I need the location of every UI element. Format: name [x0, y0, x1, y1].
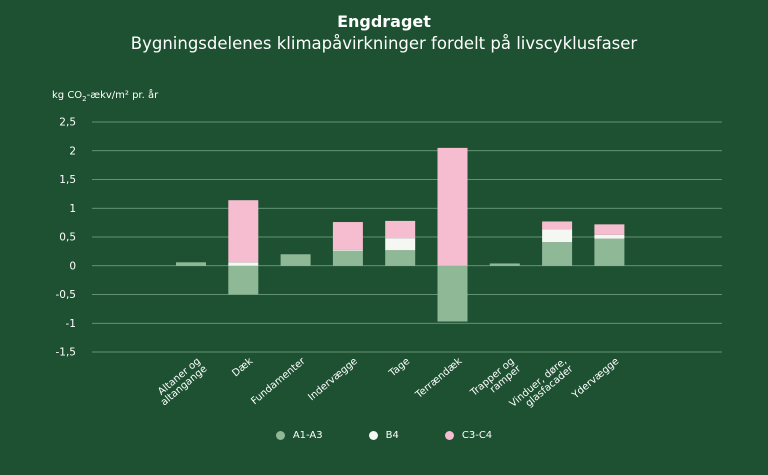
x-tick-label: Terrændæk	[413, 356, 464, 402]
x-tick-label-line: Terrændæk	[413, 356, 464, 402]
legend-swatch-c3-c4	[444, 431, 454, 440]
x-tick-label-line: Dæk	[230, 356, 255, 380]
legend-label-b4: B4	[385, 430, 399, 441]
x-tick-label: Tage	[387, 356, 413, 380]
x-tick-label: Ydervægge	[570, 356, 622, 402]
x-tick-label-line: Ydervægge	[570, 356, 622, 402]
y-tick-label: 0,5	[59, 232, 76, 244]
y-tick-label: 0	[69, 260, 76, 272]
bar-segment	[228, 262, 259, 266]
bar-segment	[385, 220, 416, 239]
bar-segment	[437, 265, 468, 322]
x-tick-label-line: Indervægge	[306, 356, 359, 403]
bar-segment	[594, 224, 625, 235]
bar-segment	[542, 229, 573, 243]
x-tick-label: Dæk	[230, 356, 255, 380]
x-tick-label: Indervægge	[306, 356, 359, 403]
x-tick-label: Vinduer, døre,glasfacader	[508, 355, 576, 417]
bar-segment	[280, 254, 311, 266]
chart-title: Engdraget	[337, 12, 431, 31]
bar-segment	[542, 242, 573, 266]
bar-segment	[332, 222, 363, 250]
bar-segment	[228, 265, 259, 295]
legend-item-b4: B4	[368, 430, 399, 441]
legend-label-a1-a3: A1-A3	[292, 430, 323, 441]
bar-segment	[437, 147, 468, 266]
y-axis-label: kg CO2-ækv/m² pr. år	[52, 90, 158, 103]
x-tick-label-line: Tage	[387, 356, 413, 380]
y-tick-label: 2,5	[59, 117, 76, 129]
bar-segment	[332, 249, 363, 251]
y-axis-label-prefix: kg CO	[52, 90, 83, 101]
chart-subtitle: Bygningsdelenes klimapåvirkninger fordel…	[130, 34, 638, 53]
bar-segment	[594, 238, 625, 266]
bar-segment	[489, 263, 520, 266]
bar-segment	[176, 262, 206, 266]
bar-segment	[385, 250, 416, 266]
legend-label-c3-c4: C3-C4	[461, 430, 493, 441]
bar-segment	[594, 234, 625, 239]
bar-segment	[385, 238, 416, 251]
legend-swatch-b4	[368, 431, 378, 440]
y-tick-label: 2	[69, 145, 76, 157]
y-tick-label: -1	[66, 318, 76, 330]
legend: A1-A3 B4 C3-C4	[0, 430, 768, 441]
x-tick-label-line: Fundamenter	[249, 355, 308, 407]
legend-swatch-a1-a3	[275, 431, 285, 440]
y-axis-label-subscript: 2	[82, 95, 87, 103]
bar-segment	[332, 250, 363, 266]
x-tick-label: Fundamenter	[249, 355, 308, 407]
y-tick-label: 1,5	[59, 174, 76, 186]
y-tick-label: -0,5	[56, 289, 77, 301]
bar-segment	[542, 221, 573, 230]
y-tick-label: 1	[69, 203, 76, 215]
y-axis-label-suffix: -ækv/m² pr. år	[86, 90, 159, 101]
y-tick-label: -1,5	[56, 347, 77, 359]
bar-segment	[228, 200, 259, 263]
legend-item-a1-a3: A1-A3	[275, 430, 323, 441]
x-tick-label: Altaner ogaltangange	[152, 356, 209, 408]
legend-item-c3-c4: C3-C4	[444, 430, 493, 441]
